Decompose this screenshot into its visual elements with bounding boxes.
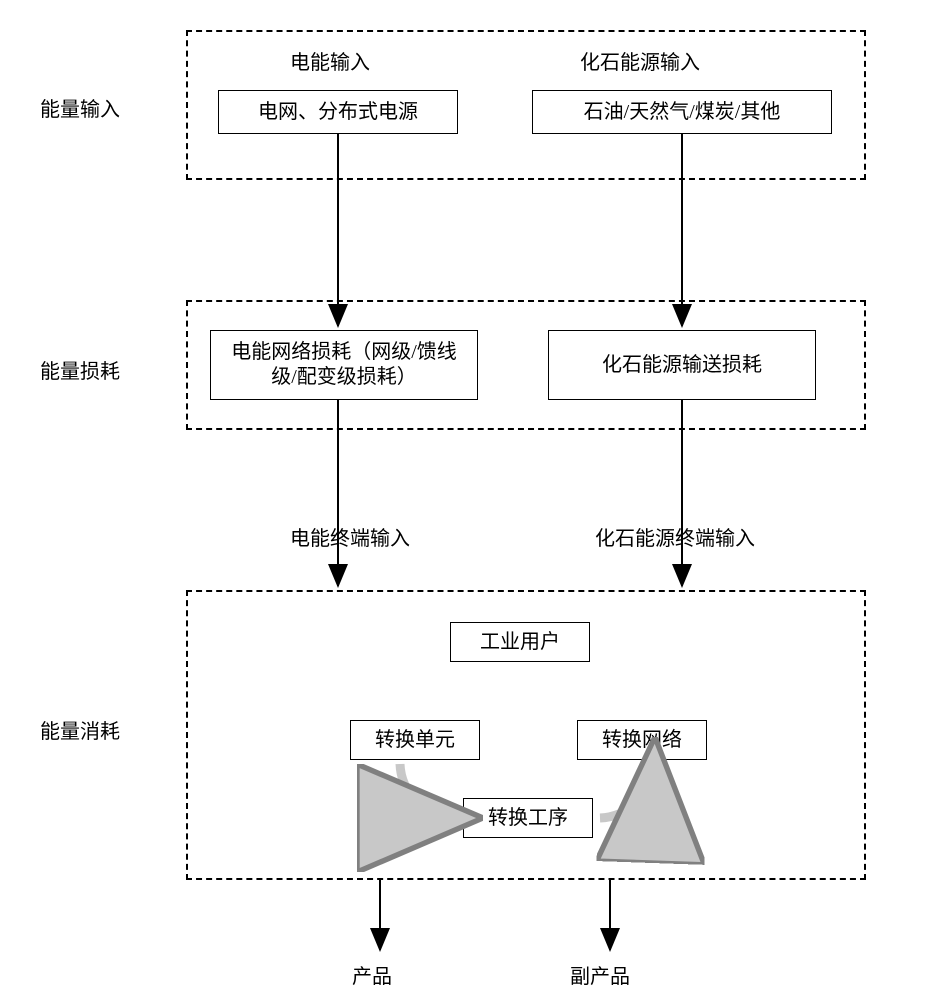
label-byproduct: 副产品	[570, 960, 630, 989]
section-loss-label: 能量损耗	[40, 355, 120, 384]
box-conv-process-text: 转换工序	[488, 806, 568, 831]
box-conv-unit-text: 转换单元	[375, 728, 455, 753]
box-conversion-process: 转换工序	[463, 798, 593, 838]
box-conversion-network: 转换网络	[577, 720, 707, 760]
box-electric-loss-text: 电能网络损耗（网级/馈线级/配变级损耗）	[219, 340, 469, 390]
section-input-label: 能量输入	[40, 93, 120, 122]
flowchart-canvas: { "labels": { "section_input": "能量输入", "…	[0, 0, 928, 1000]
header-electric: 电能输入	[290, 46, 370, 75]
box-industrial-text: 工业用户	[480, 630, 560, 655]
box-fossil-loss: 化石能源输送损耗	[548, 330, 816, 400]
section-consume-label: 能量消耗	[40, 715, 120, 744]
box-fossil-loss-text: 化石能源输送损耗	[602, 353, 762, 378]
label-fossil-terminal: 化石能源终端输入	[595, 522, 755, 551]
box-electric-loss: 电能网络损耗（网级/馈线级/配变级损耗）	[210, 330, 478, 400]
box-conv-network-text: 转换网络	[602, 728, 682, 753]
box-grid-text: 电网、分布式电源	[258, 100, 418, 125]
box-fossil-types: 石油/天然气/煤炭/其他	[532, 90, 832, 134]
header-fossil: 化石能源输入	[580, 46, 700, 75]
box-fossil-types-text: 石油/天然气/煤炭/其他	[584, 100, 781, 125]
label-product: 产品	[352, 960, 392, 989]
label-electric-terminal: 电能终端输入	[290, 522, 410, 551]
box-grid-sources: 电网、分布式电源	[218, 90, 458, 134]
box-industrial-user: 工业用户	[450, 622, 590, 662]
box-conversion-unit: 转换单元	[350, 720, 480, 760]
